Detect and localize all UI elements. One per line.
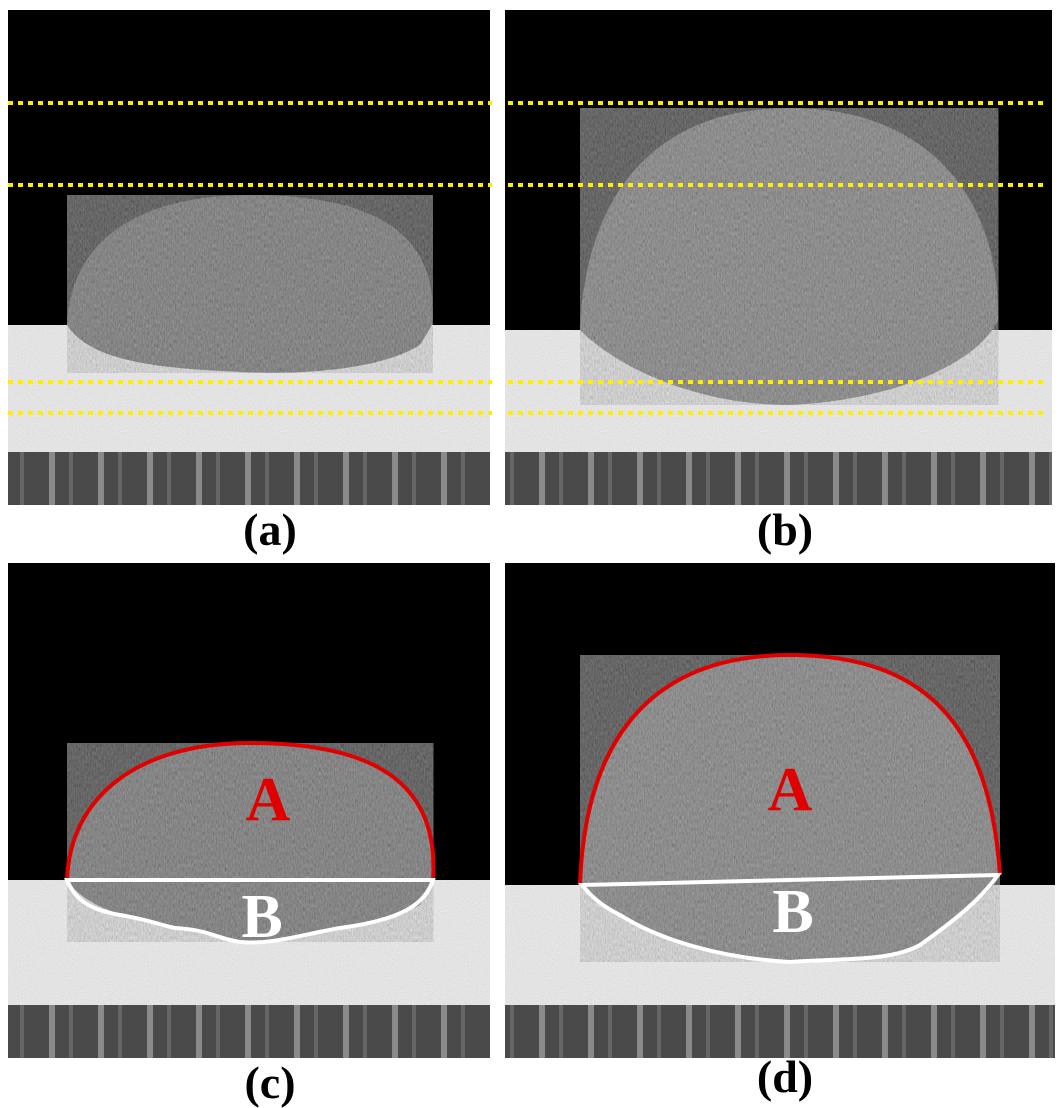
figure: A B A B (a) (b) (c) (d) <box>0 0 1059 1108</box>
panel-d: A B <box>505 563 1055 1058</box>
region-label: A <box>246 766 291 834</box>
region-label: B <box>241 883 282 951</box>
region-label: A <box>768 756 813 824</box>
panel-label: (b) <box>757 504 813 555</box>
panel-a <box>8 10 490 505</box>
panel-c: A B <box>8 563 490 1058</box>
panel-b <box>505 10 1052 505</box>
panel-label: (c) <box>244 1057 295 1108</box>
panel-label: (a) <box>243 504 297 555</box>
region-label: B <box>772 878 813 946</box>
panel-label: (d) <box>757 1051 813 1102</box>
